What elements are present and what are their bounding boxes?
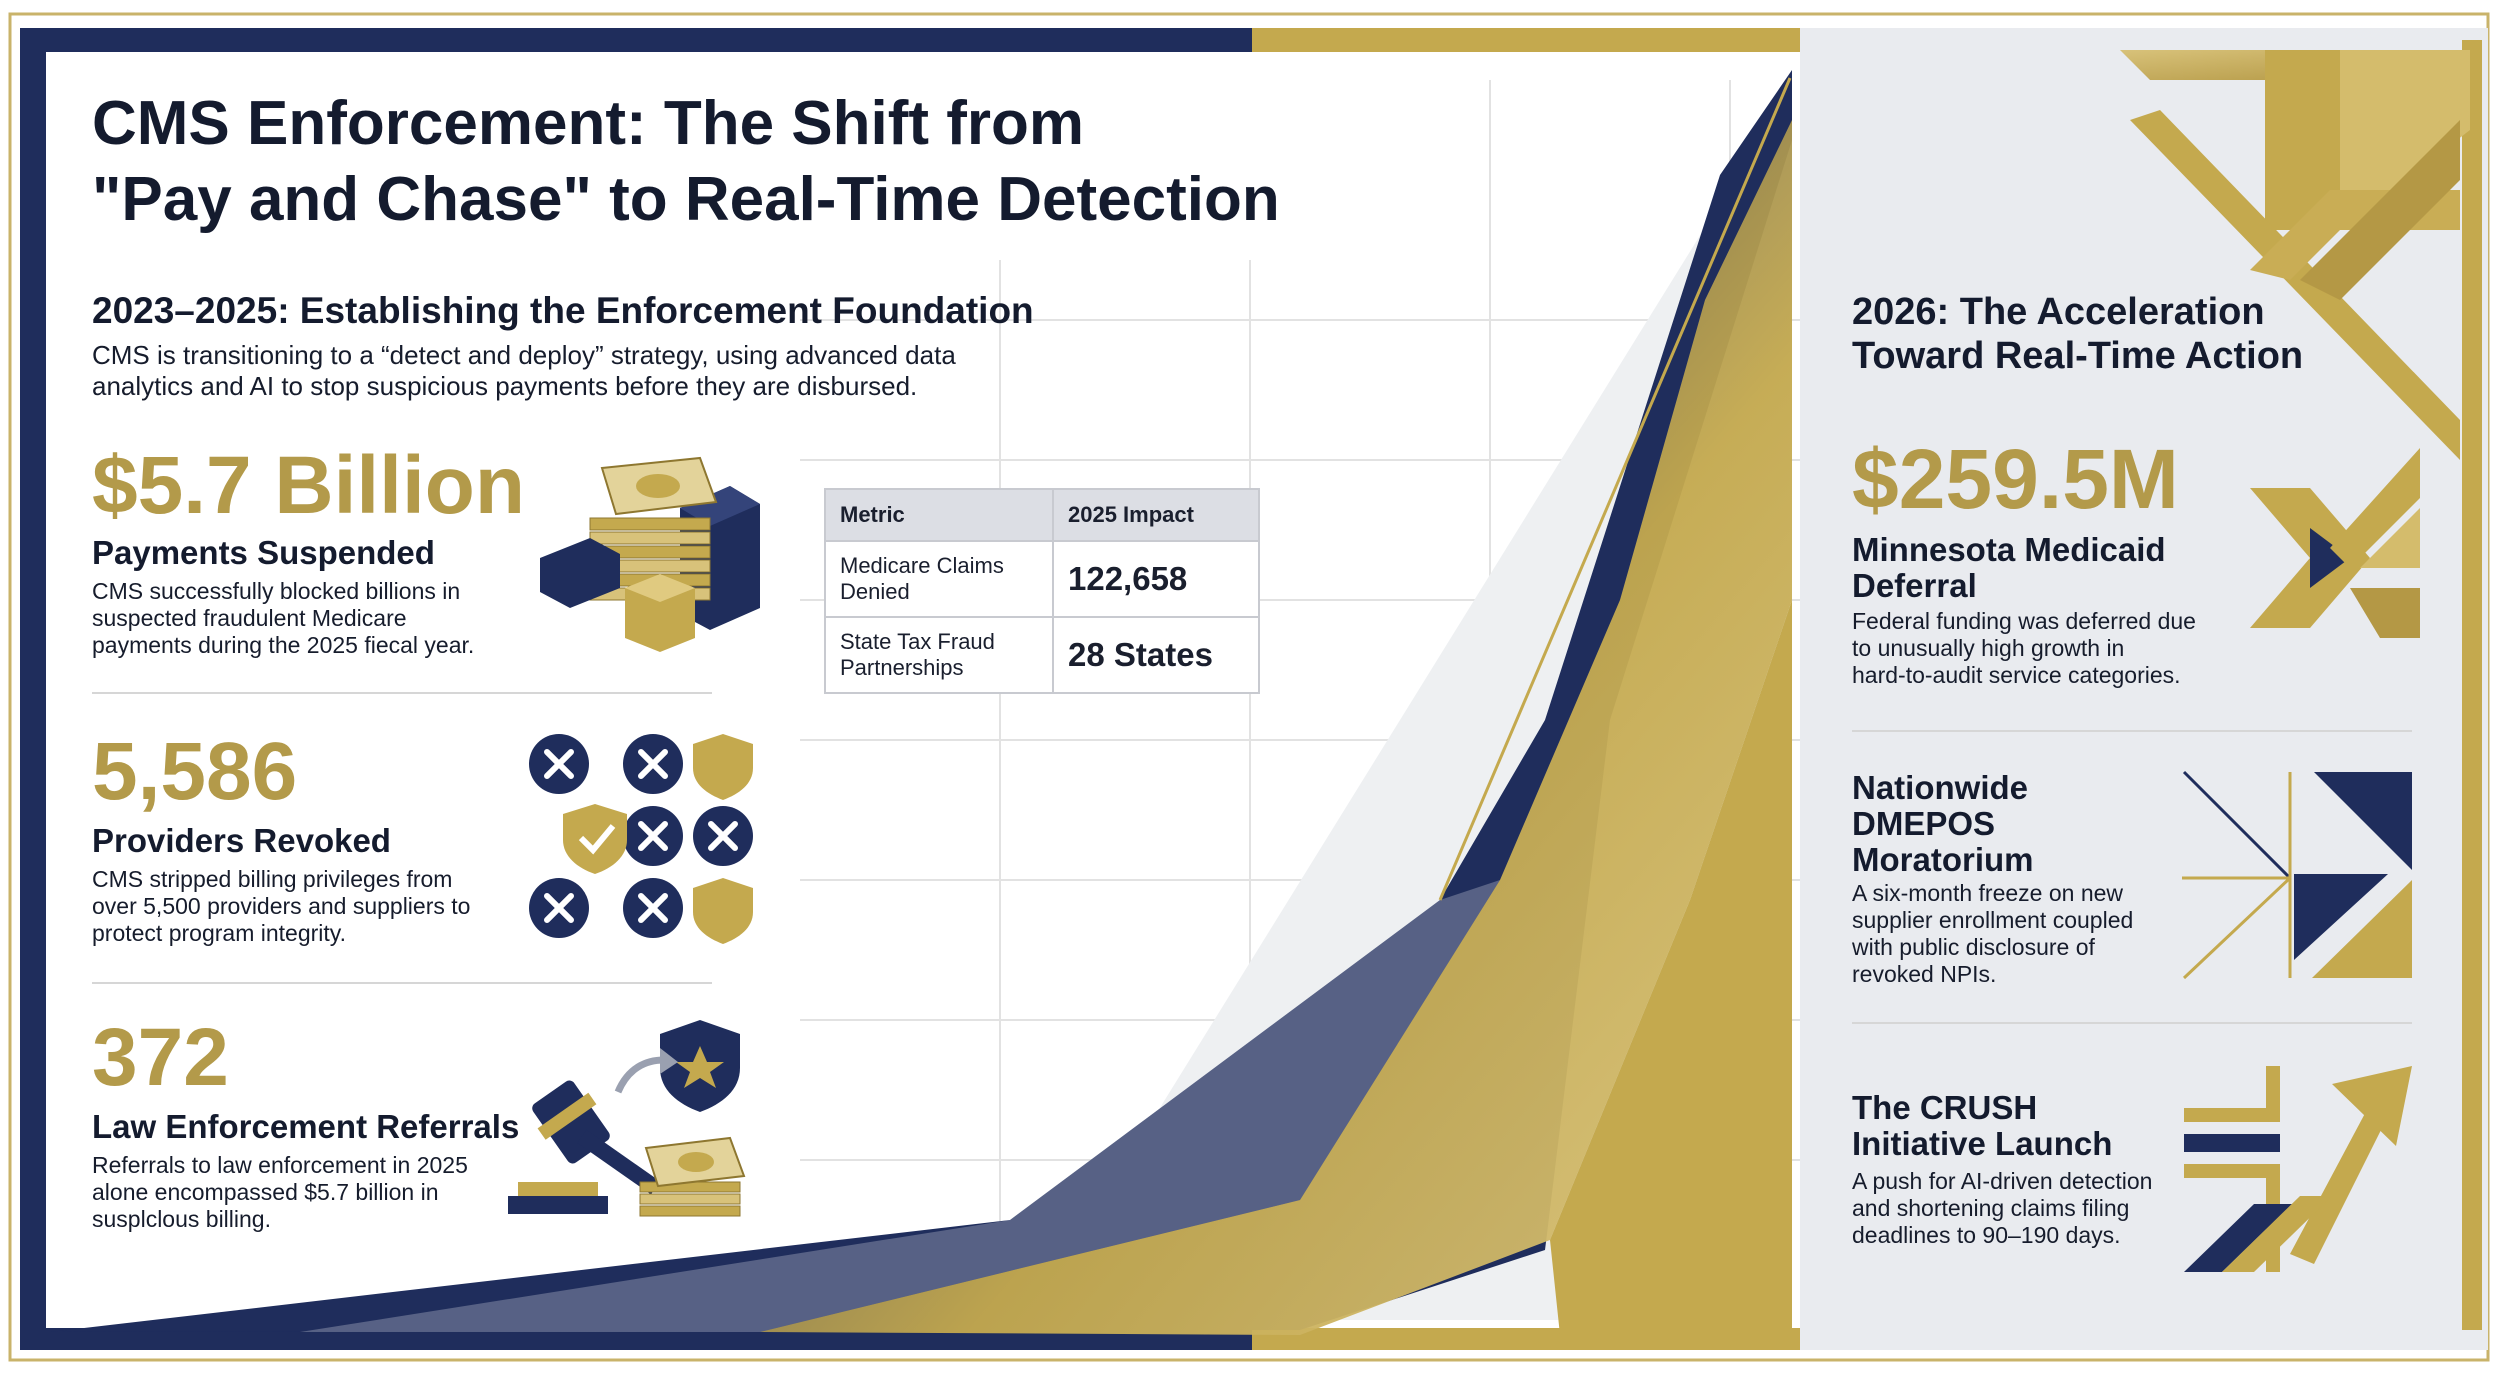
- stat-divider-1: [92, 692, 712, 694]
- stat-divider-2: [92, 982, 712, 984]
- left-section-heading: 2023–2025: Establishing the Enforcement …: [92, 290, 1034, 331]
- right-heading-line-2: Toward Real-Time Action: [1852, 335, 2304, 377]
- left-intro-line-2: analytics and AI to stop suspicious paym…: [92, 371, 918, 401]
- left-intro: CMS is transitioning to a “detect and de…: [92, 340, 956, 402]
- table-cell-metric: State Tax Fraud Partnerships: [824, 616, 1054, 694]
- desc-line: CMS stripped billing privileges from: [92, 866, 453, 892]
- stat-payments-value: $5.7 Billion: [92, 440, 525, 531]
- right-heading-line-1: 2026: The Acceleration: [1852, 291, 2265, 333]
- title-line: Initiative Launch: [1852, 1125, 2113, 1162]
- metric-line: Partnerships: [840, 655, 964, 680]
- right-divider-1: [1852, 730, 2412, 732]
- right-item-1-desc: Federal funding was deferred due to unus…: [1852, 608, 2196, 689]
- desc-line: payments during the 2025 fiecal year.: [92, 632, 475, 658]
- right-divider-2: [1852, 1022, 2412, 1024]
- arrow-up-icon: [2184, 1066, 2412, 1272]
- title-line: Moratorium: [1852, 841, 2034, 878]
- desc-line: A push for AI-driven detection: [1852, 1168, 2153, 1194]
- stat-revoked-desc: CMS stripped billing privileges from ove…: [92, 866, 470, 947]
- stat-revoked-label: Providers Revoked: [92, 822, 391, 859]
- stat-payments-label: Payments Suspended: [92, 534, 435, 571]
- gavel-badge-icon: [508, 1020, 746, 1217]
- page-title: CMS Enforcement: The Shift from "Pay and…: [92, 86, 1392, 238]
- desc-line: CMS successfully blocked billions in: [92, 578, 461, 604]
- right-item-3-desc: A push for AI-driven detection and short…: [1852, 1168, 2152, 1249]
- right-item-3-title: The CRUSH Initiative Launch: [1852, 1090, 2112, 1162]
- revoked-grid-icon: [529, 734, 753, 944]
- desc-line: alone encompassed $5.7 billion in: [92, 1179, 439, 1205]
- triangle-block-icon: [2182, 770, 2412, 980]
- left-intro-line-1: CMS is transitioning to a “detect and de…: [92, 340, 956, 370]
- metric-line: Denied: [840, 579, 910, 604]
- metric-line: State Tax Fraud: [840, 629, 995, 654]
- stat-revoked-value: 5,586: [92, 726, 298, 817]
- desc-line: hard-to-audit service categories.: [1852, 662, 2181, 688]
- desc-line: A six-month freeze on new: [1852, 880, 2124, 906]
- stat-referrals-value: 372: [92, 1012, 229, 1103]
- desc-line: Federal funding was deferred due: [1852, 608, 2196, 634]
- table-row: State Tax Fraud Partnerships 28 States: [824, 616, 1260, 694]
- desc-line: deadlines to 90–190 days.: [1852, 1222, 2121, 1248]
- title-line: DMEPOS: [1852, 805, 1996, 842]
- desc-line: and shortening claims filing: [1852, 1195, 2130, 1221]
- desc-line: protect program integrity.: [92, 920, 346, 946]
- title-line: Deferral: [1852, 567, 1977, 604]
- table-header-impact: 2025 Impact: [1052, 488, 1260, 542]
- right-item-2-desc: A six-month freeze on new supplier enrol…: [1852, 880, 2133, 988]
- desc-line: revoked NPIs.: [1852, 961, 1997, 987]
- title-line-2: "Pay and Chase" to Real-Time Detection: [92, 165, 1280, 234]
- right-item-2-title: Nationwide DMEPOS Moratorium: [1852, 770, 2034, 878]
- title-line: Nationwide: [1852, 769, 2029, 806]
- table-header-row: Metric 2025 Impact: [824, 488, 1260, 542]
- desc-line: susplclous billing.: [92, 1206, 271, 1232]
- title-line: Minnesota Medicaid: [1852, 531, 2166, 568]
- desc-line: suspected fraudulent Medicare: [92, 605, 407, 631]
- desc-line: over 5,500 providers and suppliers to: [92, 893, 471, 919]
- table-cell-value: 28 States: [1052, 616, 1260, 694]
- table-cell-value: 122,658: [1052, 540, 1260, 618]
- money-stack-icon: [540, 456, 760, 652]
- title-line: The CRUSH: [1852, 1089, 2038, 1126]
- desc-line: supplier enrollment coupled: [1852, 907, 2134, 933]
- table-header-metric: Metric: [824, 488, 1054, 542]
- desc-line: with public disclosure of: [1852, 934, 2095, 960]
- stat-referrals-label: Law Enforcement Referrals: [92, 1108, 520, 1145]
- table-row: Medicare Claims Denied 122,658: [824, 540, 1260, 618]
- chevron-pattern-icon: [2250, 448, 2420, 638]
- right-item-1-title: Minnesota Medicaid Deferral: [1852, 532, 2166, 604]
- metrics-table: Metric 2025 Impact Medicare Claims Denie…: [824, 488, 1260, 694]
- stat-referrals-desc: Referrals to law enforcement in 2025 alo…: [92, 1152, 468, 1233]
- title-line-1: CMS Enforcement: The Shift from: [92, 89, 1085, 158]
- metric-line: Medicare Claims: [840, 553, 1004, 578]
- right-big-value: $259.5M: [1852, 432, 2179, 526]
- desc-line: Referrals to law enforcement in 2025: [92, 1152, 468, 1178]
- right-section-heading: 2026: The Acceleration Toward Real-Time …: [1852, 290, 2303, 378]
- stat-payments-desc: CMS successfully blocked billions in sus…: [92, 578, 474, 659]
- desc-line: to unusually high growth in: [1852, 635, 2125, 661]
- table-cell-metric: Medicare Claims Denied: [824, 540, 1054, 618]
